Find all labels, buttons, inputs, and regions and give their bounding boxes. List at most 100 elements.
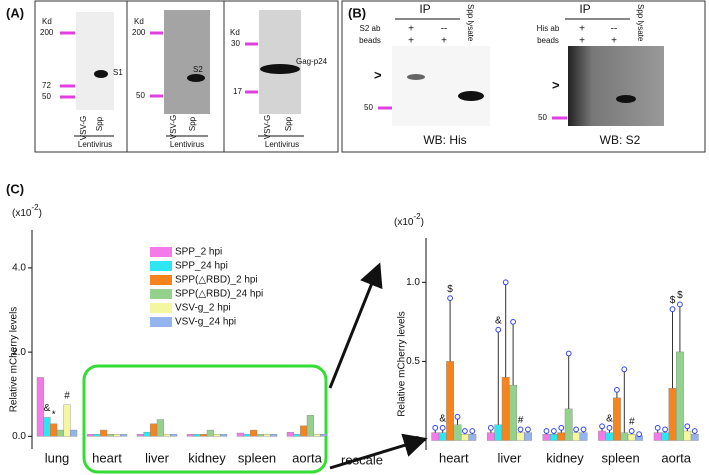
arrow [329,433,428,470]
marker: 50 [136,91,145,100]
bar [620,432,629,441]
legend-label: VSV-g_24 hpi [175,317,236,328]
error-cap [487,424,494,431]
x-tick-label: liver [145,450,170,465]
band [260,64,300,74]
bar [143,431,151,437]
band-label: S1 [113,68,123,77]
bar [106,434,114,437]
bar [313,434,321,437]
x-tick-label: aorta [661,450,691,465]
annotation: * [52,409,56,420]
error-cap [439,424,446,431]
annotation: # [518,415,524,426]
sign: -- [611,24,618,35]
group-label: Lentivirus [170,140,204,149]
y-unit-part: -2 [413,212,421,221]
panel-label: (B) [348,5,366,20]
bar [461,433,469,441]
wb-label: WB: His [423,133,466,147]
error-cap [654,424,661,431]
lane-label: Spp lysate [636,4,645,42]
sign: + [611,36,617,47]
bar [668,388,677,441]
y-unit: (x10-2) [394,212,424,228]
error-cap [599,423,605,430]
marker: 50 [42,92,51,101]
sign: -- [441,24,448,35]
row-label: beads [537,36,559,45]
bar [431,432,440,441]
bar [286,431,294,437]
bar [113,434,121,437]
bar [270,434,278,437]
error-cap [550,428,557,434]
x-tick-label: lung [45,450,70,465]
y-tick-label: 1.0 [406,277,420,288]
bar [494,424,503,441]
x-tick-label: spleen [238,450,276,465]
bar [468,433,477,441]
bar [598,430,606,441]
error-cap [669,306,676,313]
bar [263,434,271,437]
legend-swatch [150,247,172,257]
bar [446,361,454,441]
y-unit-part: -2 [31,203,39,212]
band [616,95,636,103]
bar [156,419,164,437]
error-cap [517,426,524,433]
error-cap [495,326,502,333]
bar [564,408,573,441]
error-cap [454,413,461,420]
bar [486,432,495,441]
bar [605,432,614,441]
bar [236,432,244,437]
group-label: Lentivirus [265,140,299,149]
unit: Kd [42,17,52,26]
legend-swatch [150,303,172,313]
bar [220,434,228,437]
band [407,74,425,80]
group-label: Lentivirus [78,140,112,149]
error-cap [606,424,613,431]
highlight-box [82,364,328,474]
lane-label: Spp [188,116,197,131]
bar [676,351,684,441]
annotation: # [629,417,635,428]
y-unit-part: ) [39,208,42,219]
legend-label: SPP_2 hpi [175,247,222,258]
error-cap [447,295,453,302]
lane-label: VSV-G [79,116,88,140]
error-cap [510,318,517,325]
error-cap [580,426,587,433]
blot [392,46,490,126]
y-axis-label: Relative mCherry levels [397,311,408,417]
row-label: His ab [537,24,560,33]
bar [186,434,194,437]
bar [683,430,692,441]
band [187,74,205,82]
bar [163,434,171,437]
row-label: beads [359,36,381,45]
y-tick-label: 0.5 [406,356,420,367]
bar [100,429,108,437]
band-label: S2 [193,65,203,74]
y-tick-label: 2.0 [12,347,26,358]
error-cap [432,424,439,431]
x-tick-label: heart [92,450,122,465]
bar [509,384,518,441]
bar [661,432,669,441]
ip-label: IP [579,2,590,16]
lane-label: VSV-G [169,115,178,139]
bar [627,433,636,441]
annotation: & [439,413,446,424]
marker: 17 [233,87,242,96]
arrow [328,262,383,389]
bar [690,433,699,441]
lane-label: Spp [95,116,104,131]
y-axis-label: Relative mCherry levels [9,307,20,413]
y-unit-part: ) [421,217,424,228]
bar [150,423,158,437]
sign: + [579,36,585,47]
